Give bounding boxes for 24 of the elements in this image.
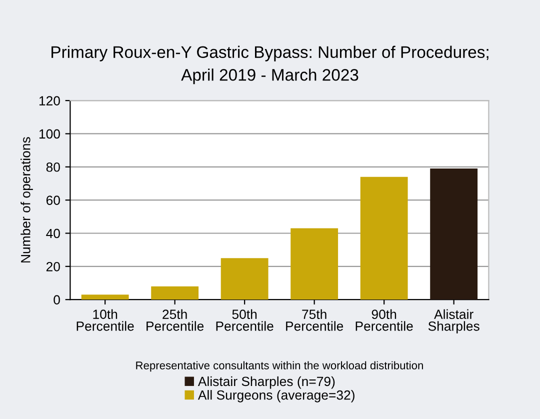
x-tick-label: 50th Percentile xyxy=(216,309,274,331)
bar xyxy=(290,228,338,300)
y-axis-title: Number of operations xyxy=(20,137,33,262)
y-tick-label: 20 xyxy=(46,262,60,272)
x-tick-label: 25th Percentile xyxy=(146,309,204,331)
legend-label: Alistair Sharples (n=79) xyxy=(198,376,335,389)
bar xyxy=(151,286,199,300)
y-tick-label: 100 xyxy=(39,129,60,139)
x-tick-label: 90th Percentile xyxy=(356,309,413,331)
bar xyxy=(430,168,478,300)
y-tick-label: 40 xyxy=(46,228,60,238)
y-tick-label: 0 xyxy=(54,295,60,304)
x-tick-label: 75th Percentile xyxy=(286,309,344,331)
bar xyxy=(220,258,268,300)
x-axis-title: Representative consultants within the workload distribution xyxy=(136,361,423,372)
legend-label: All Surgeons (average=32) xyxy=(198,390,354,402)
y-tick-label: 60 xyxy=(46,196,60,205)
y-tick-label: 120 xyxy=(39,96,60,106)
x-tick-label: 10th Percentile xyxy=(76,309,134,331)
bar xyxy=(81,294,129,300)
x-tick-label: Alistair Sharples xyxy=(428,309,480,334)
chart-title: Primary Roux-en-Y Gastric Bypass: Number of Procedures; April 2019 - March 2023 xyxy=(52,46,488,84)
bar xyxy=(360,176,408,300)
y-tick-label: 80 xyxy=(46,162,60,172)
